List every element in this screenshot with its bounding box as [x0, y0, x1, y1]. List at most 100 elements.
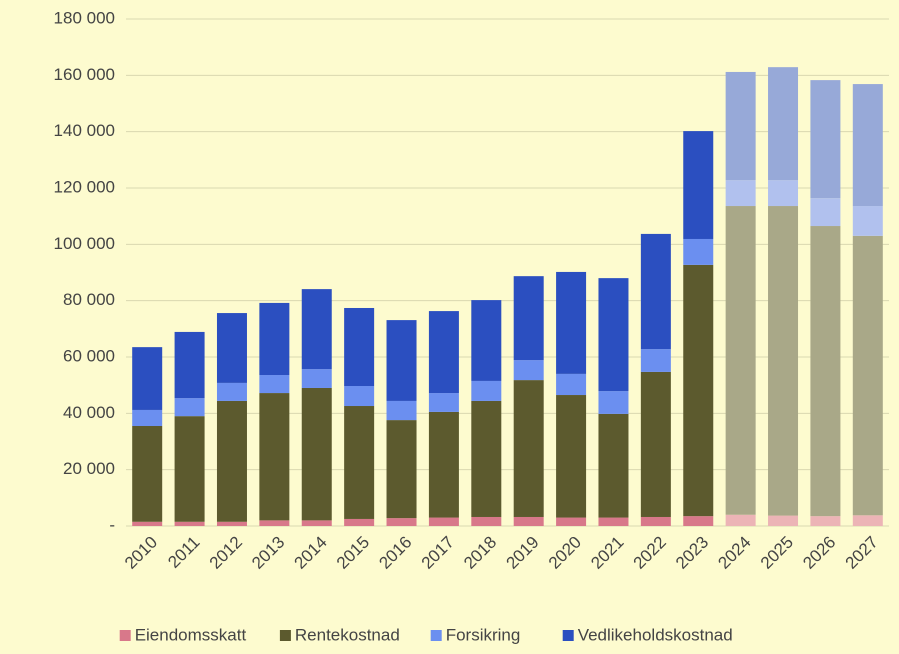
- bar-segment: [683, 264, 714, 517]
- bar-segment: [556, 373, 587, 396]
- bar-segment: [640, 349, 671, 372]
- legend-swatch: [279, 630, 291, 641]
- x-tick-label: 2022: [630, 533, 670, 573]
- bar-segment: [174, 331, 205, 399]
- bar-segment: [386, 420, 417, 519]
- x-tick-label: 2021: [587, 533, 627, 573]
- bar-segment: [259, 520, 290, 526]
- bar-segment: [810, 198, 841, 227]
- bar-segment: [768, 180, 799, 207]
- bar-segment: [216, 313, 247, 383]
- x-tick-label: 2017: [418, 533, 458, 573]
- legend-label: Eiendomsskatt: [135, 625, 247, 644]
- bar-segment: [810, 516, 841, 526]
- bar-segment: [428, 393, 459, 412]
- bar-segment: [683, 238, 714, 265]
- bar-segment: [810, 80, 841, 199]
- bar-segment: [725, 180, 756, 207]
- x-tick-label: 2012: [206, 533, 246, 573]
- x-tick-label: 2024: [714, 533, 754, 573]
- bar-segment: [852, 206, 883, 236]
- bar-segment: [471, 516, 502, 526]
- bar-segment: [556, 271, 587, 374]
- bar-segment: [216, 521, 247, 526]
- x-tick-label: 2015: [333, 533, 373, 573]
- y-tick-label: 20 000: [63, 459, 115, 478]
- x-tick-label: 2010: [121, 533, 161, 573]
- bar-segment: [259, 302, 290, 376]
- bar-segment: [471, 400, 502, 517]
- bar-segment: [556, 517, 587, 526]
- x-tick-label: 2026: [799, 533, 839, 573]
- bar-segment: [216, 382, 247, 401]
- x-tick-label: 2019: [503, 533, 543, 573]
- bar-segment: [640, 371, 671, 517]
- y-tick-label: 180 000: [54, 8, 115, 27]
- bar-segment: [386, 320, 417, 401]
- bar-segment: [132, 521, 163, 526]
- bar-segment: [513, 360, 544, 381]
- bar-segment: [132, 426, 163, 522]
- bar-segment: [428, 311, 459, 394]
- x-tick-label: 2018: [460, 533, 500, 573]
- bar-segment: [556, 395, 587, 518]
- x-tick-label: 2023: [672, 533, 712, 573]
- bar-segment: [174, 398, 205, 417]
- bar-segment: [852, 515, 883, 526]
- x-tick-label: 2014: [291, 533, 331, 573]
- bar-segment: [301, 520, 332, 526]
- x-tick-label: 2016: [375, 533, 415, 573]
- bar-segment: [174, 416, 205, 522]
- bar-segment: [344, 386, 375, 407]
- bar-segment: [513, 516, 544, 526]
- bar-segment: [852, 84, 883, 207]
- bar-segment: [810, 226, 841, 517]
- bar-segment: [428, 411, 459, 518]
- bar-segment: [768, 515, 799, 526]
- y-tick-label: 140 000: [54, 121, 115, 140]
- bar-segment: [132, 409, 163, 427]
- y-tick-label: 80 000: [63, 290, 115, 309]
- bar-segment: [598, 413, 629, 518]
- bar-segment: [259, 375, 290, 394]
- legend-label: Forsikring: [446, 625, 521, 644]
- bar-segment: [344, 307, 375, 387]
- y-tick-label: 60 000: [63, 346, 115, 365]
- x-tick-label: 2020: [545, 533, 585, 573]
- bar-segment: [216, 400, 247, 522]
- bar-segment: [768, 206, 799, 516]
- bar-segment: [725, 71, 756, 181]
- bar-segment: [768, 67, 799, 181]
- legend-swatch: [430, 630, 442, 641]
- bar-segment: [301, 369, 332, 388]
- bar-segment: [598, 391, 629, 414]
- legend-swatch: [119, 630, 131, 641]
- legend-label: Vedlikeholdskostnad: [578, 625, 733, 644]
- bar-segment: [683, 516, 714, 526]
- x-tick-label: 2011: [164, 533, 203, 572]
- bar-segment: [640, 516, 671, 526]
- bar-segment: [683, 131, 714, 239]
- bar-segment: [852, 235, 883, 516]
- bar-segment: [471, 300, 502, 381]
- bar-segment: [301, 387, 332, 521]
- bar-segment: [174, 521, 205, 526]
- bar-segment: [471, 380, 502, 401]
- bar-segment: [513, 380, 544, 517]
- y-tick-label: 160 000: [54, 65, 115, 84]
- x-tick-label: 2013: [248, 533, 288, 573]
- bar-segment: [725, 514, 756, 526]
- x-tick-label: 2027: [842, 533, 882, 573]
- y-tick-label: 120 000: [54, 177, 115, 196]
- x-tick-label: 2025: [757, 533, 797, 573]
- bar-segment: [513, 276, 544, 361]
- bar-segment: [132, 347, 163, 410]
- legend-swatch: [562, 630, 574, 641]
- bar-segment: [428, 517, 459, 526]
- bar-segment: [301, 289, 332, 370]
- bar-segment: [598, 517, 629, 526]
- bar-segment: [725, 206, 756, 515]
- bar-segment: [598, 278, 629, 392]
- y-tick-label: 100 000: [54, 234, 115, 253]
- bar-segment: [386, 400, 417, 421]
